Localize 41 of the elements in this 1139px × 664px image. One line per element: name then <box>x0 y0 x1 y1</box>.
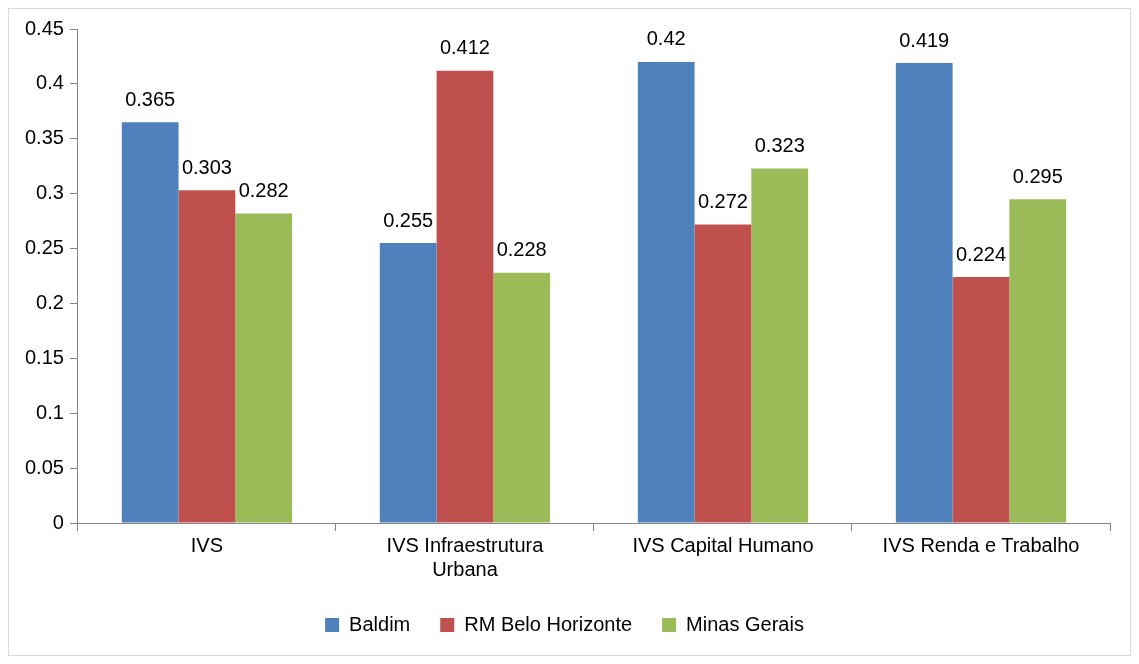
bar <box>1009 199 1067 523</box>
data-label: 0.272 <box>697 189 748 212</box>
data-label: 0.365 <box>125 87 176 110</box>
data-label: 0.323 <box>754 133 805 156</box>
bar <box>178 190 236 523</box>
data-label: 0.419 <box>899 28 950 51</box>
bar <box>379 243 437 523</box>
bar <box>694 224 752 523</box>
bar <box>235 213 293 523</box>
y-tick-label: 0 <box>52 510 64 533</box>
bar <box>637 61 695 523</box>
legend-label: Baldim <box>349 612 411 635</box>
y-tick-label: 0.2 <box>36 290 64 313</box>
x-tick-label: IVS Renda e Trabalho <box>882 533 1080 556</box>
y-tick-label: 0.3 <box>36 181 64 204</box>
data-label: 0.224 <box>955 242 1007 265</box>
y-tick-label: 0.05 <box>24 455 64 478</box>
y-tick-label: 0.15 <box>24 345 64 368</box>
y-tick-label: 0.1 <box>36 400 64 423</box>
bar <box>895 63 953 523</box>
y-tick-label: 0.45 <box>24 16 64 39</box>
x-tick-label: IVS Infraestrutura Urbana <box>386 533 545 580</box>
bar <box>952 277 1010 523</box>
y-tick-label: 0.4 <box>36 71 64 94</box>
bar <box>493 272 551 523</box>
x-tick-label: IVS <box>190 533 224 556</box>
data-label: 0.295 <box>1012 164 1063 187</box>
data-label: 0.412 <box>439 36 490 59</box>
bar <box>751 168 809 523</box>
data-label: 0.282 <box>238 178 289 201</box>
legend-label: Minas Gerais <box>686 612 804 635</box>
data-label: 0.42 <box>646 27 686 50</box>
y-tick-label: 0.25 <box>24 236 64 259</box>
bar <box>121 122 179 523</box>
y-tick-label: 0.35 <box>24 126 64 149</box>
x-tick-label: IVS Capital Humano <box>632 533 814 556</box>
data-label: 0.228 <box>496 238 547 261</box>
bar <box>436 70 494 523</box>
data-label: 0.255 <box>383 208 434 231</box>
data-label: 0.303 <box>181 155 232 178</box>
legend-label: RM Belo Horizonte <box>464 612 633 635</box>
